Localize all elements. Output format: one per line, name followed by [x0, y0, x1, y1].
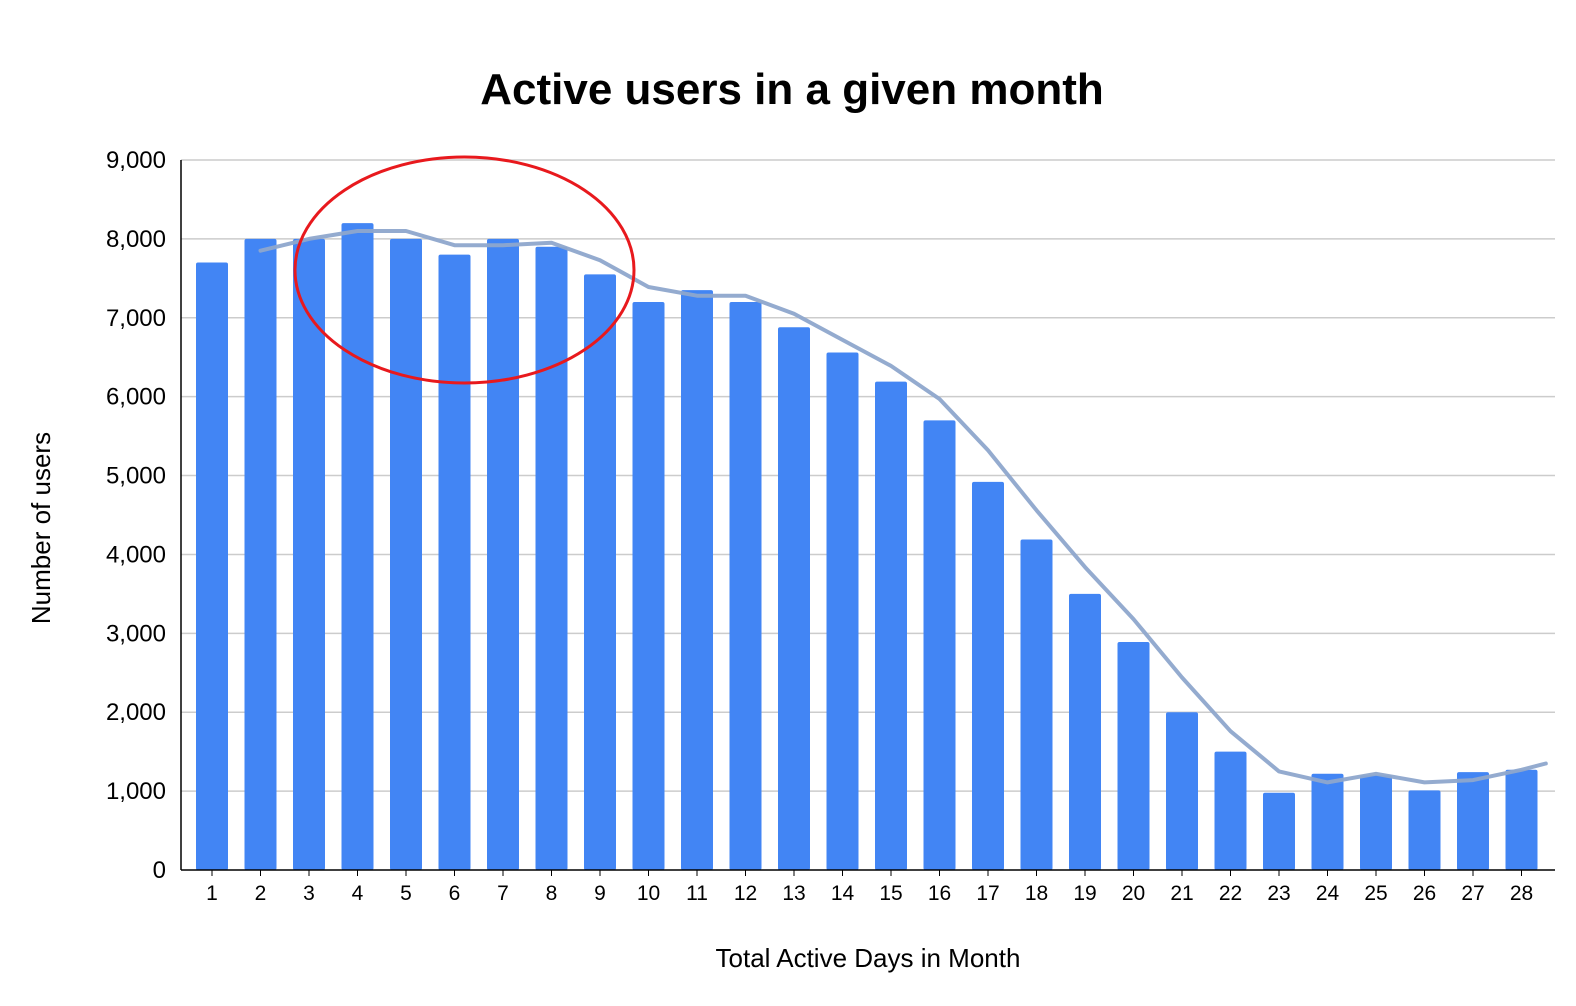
y-tick-label: 2,000: [106, 699, 166, 726]
x-tick-labels: 1 2 3 4 5 6 7 8 9 10 11 12 13 14 15 16 17 18 19 20 21 22 23 24 2…: [206, 870, 1533, 905]
bar: [1505, 769, 1538, 870]
bar: [584, 274, 616, 870]
x-tick-label: 20: [1122, 882, 1145, 905]
highlight-circle: [293, 155, 636, 385]
bar: [1020, 539, 1053, 870]
x-axis-label: Total Active Days in Month: [716, 943, 1021, 973]
bar: [681, 290, 713, 871]
x-tick-label: 7: [497, 882, 509, 905]
x-tick-label: 1: [206, 882, 218, 905]
bar: [390, 238, 422, 870]
bar: [1117, 642, 1150, 870]
x-tick-label: 4: [352, 882, 364, 905]
x-tick-label: 19: [1073, 882, 1096, 905]
bar: [1166, 712, 1198, 870]
y-tick-label: 3,000: [106, 620, 166, 647]
x-tick-label: 8: [546, 882, 558, 905]
trendline: [258, 229, 1548, 785]
bar: [1311, 773, 1344, 870]
gridlines: [181, 159, 1555, 792]
x-tick-label: 12: [734, 882, 757, 905]
bar: [875, 381, 907, 870]
x-tick-label: 10: [637, 882, 660, 905]
x-tick-label: 25: [1364, 882, 1387, 905]
bar: [1263, 792, 1295, 870]
x-tick-label: 5: [400, 882, 412, 905]
y-tick-label: 7,000: [106, 305, 166, 332]
x-tick-label: 22: [1219, 882, 1242, 905]
x-tick-label: 28: [1510, 882, 1533, 905]
y-tick-label: 6,000: [106, 384, 166, 411]
y-tick-label: 0: [153, 857, 166, 884]
bar: [535, 246, 568, 870]
bar: [1360, 775, 1392, 870]
x-tick-label: 14: [831, 882, 855, 905]
bar: [1457, 772, 1489, 870]
x-tick-label: 17: [976, 882, 999, 905]
bar: [293, 238, 325, 870]
bar: [244, 238, 277, 870]
x-tick-label: 21: [1170, 882, 1193, 905]
bar: [196, 262, 228, 870]
bar: [1069, 593, 1101, 870]
y-tick-labels: 0 1,000 2,000 3,000 4,000 5,000 6,000 7,000 8,00…: [106, 147, 166, 884]
bar: [341, 223, 374, 871]
y-tick-label: 9,000: [106, 147, 166, 174]
x-tick-label: 2: [255, 882, 267, 905]
y-axis-label: Number of users: [26, 432, 56, 624]
bar: [1214, 751, 1247, 870]
x-tick-label: 23: [1267, 882, 1290, 905]
y-tick-label: 1,000: [106, 778, 166, 805]
x-tick-label: 6: [449, 882, 461, 905]
x-tick-label: 26: [1413, 882, 1436, 905]
x-tick-label: 3: [303, 882, 315, 905]
x-tick-label: 13: [782, 882, 805, 905]
trendline-path: [258, 229, 1548, 785]
x-tick-label: 24: [1316, 882, 1340, 905]
annotations: [293, 155, 636, 385]
bar: [778, 327, 810, 870]
y-tick-label: 8,000: [106, 226, 166, 253]
bar: [632, 302, 665, 870]
y-tick-label: 5,000: [106, 463, 166, 490]
bar: [487, 238, 519, 870]
bar: [826, 352, 859, 870]
bar: [1408, 790, 1441, 870]
x-tick-label: 27: [1461, 882, 1484, 905]
bars: [196, 223, 1538, 871]
bar: [972, 481, 1004, 870]
x-tick-label: 9: [594, 882, 606, 905]
y-tick-label: 4,000: [106, 541, 166, 568]
bar: [438, 254, 471, 870]
x-tick-label: 15: [879, 882, 902, 905]
x-tick-label: 16: [928, 882, 951, 905]
x-tick-label: 11: [686, 882, 708, 905]
bar: [729, 302, 762, 870]
bar: [923, 420, 956, 870]
x-tick-label: 18: [1025, 882, 1048, 905]
chart-title: Active users in a given month: [480, 65, 1104, 114]
